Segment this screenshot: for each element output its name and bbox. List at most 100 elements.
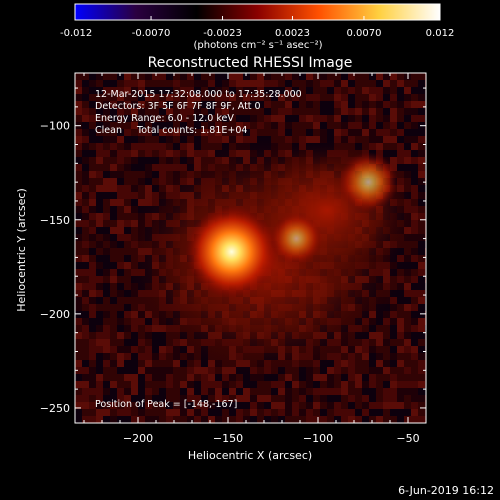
- image-pixel: [110, 318, 117, 325]
- image-pixel: [201, 122, 208, 129]
- image-pixel: [376, 136, 383, 143]
- image-pixel: [411, 311, 418, 318]
- image-pixel: [292, 395, 299, 402]
- image-pixel: [82, 395, 89, 402]
- image-pixel: [243, 409, 250, 416]
- image-pixel: [369, 87, 376, 94]
- image-pixel: [306, 416, 313, 423]
- image-pixel: [138, 150, 145, 157]
- image-pixel: [194, 80, 201, 87]
- image-pixel: [292, 129, 299, 136]
- image-pixel: [110, 346, 117, 353]
- image-pixel: [397, 94, 404, 101]
- image-pixel: [271, 87, 278, 94]
- image-pixel: [131, 353, 138, 360]
- image-pixel: [131, 115, 138, 122]
- image-pixel: [110, 353, 117, 360]
- image-pixel: [131, 171, 138, 178]
- image-pixel: [327, 374, 334, 381]
- image-pixel: [117, 157, 124, 164]
- image-pixel: [208, 122, 215, 129]
- image-pixel: [306, 395, 313, 402]
- image-pixel: [145, 185, 152, 192]
- image-pixel: [243, 122, 250, 129]
- image-pixel: [166, 87, 173, 94]
- image-pixel: [131, 304, 138, 311]
- image-pixel: [320, 115, 327, 122]
- image-pixel: [117, 367, 124, 374]
- image-pixel: [201, 402, 208, 409]
- image-pixel: [257, 122, 264, 129]
- image-pixel: [348, 409, 355, 416]
- image-pixel: [313, 73, 320, 80]
- image-pixel: [145, 150, 152, 157]
- image-pixel: [75, 388, 82, 395]
- image-pixel: [285, 388, 292, 395]
- image-pixel: [82, 332, 89, 339]
- image-pixel: [103, 290, 110, 297]
- image-pixel: [117, 178, 124, 185]
- image-pixel: [110, 395, 117, 402]
- image-pixel: [376, 367, 383, 374]
- image-pixel: [376, 87, 383, 94]
- image-pixel: [138, 108, 145, 115]
- image-pixel: [194, 360, 201, 367]
- image-pixel: [306, 381, 313, 388]
- image-pixel: [334, 122, 341, 129]
- image-pixel: [250, 409, 257, 416]
- image-pixel: [152, 122, 159, 129]
- image-pixel: [299, 381, 306, 388]
- image-pixel: [173, 360, 180, 367]
- image-pixel: [96, 255, 103, 262]
- image-pixel: [278, 409, 285, 416]
- image-pixel: [96, 157, 103, 164]
- image-pixel: [383, 353, 390, 360]
- image-pixel: [320, 129, 327, 136]
- image-pixel: [180, 73, 187, 80]
- image-pixel: [397, 388, 404, 395]
- image-pixel: [82, 346, 89, 353]
- image-pixel: [411, 381, 418, 388]
- emission-source: [185, 205, 278, 298]
- image-pixel: [390, 381, 397, 388]
- image-pixel: [110, 171, 117, 178]
- image-pixel: [285, 94, 292, 101]
- image-pixel: [166, 73, 173, 80]
- image-pixel: [229, 381, 236, 388]
- image-pixel: [306, 374, 313, 381]
- image-pixel: [334, 409, 341, 416]
- image-pixel: [278, 395, 285, 402]
- image-pixel: [306, 87, 313, 94]
- image-pixel: [96, 290, 103, 297]
- image-pixel: [348, 353, 355, 360]
- image-pixel: [124, 192, 131, 199]
- image-pixel: [96, 108, 103, 115]
- image-pixel: [138, 332, 145, 339]
- image-pixel: [257, 402, 264, 409]
- image-pixel: [411, 416, 418, 423]
- image-pixel: [82, 367, 89, 374]
- image-pixel: [110, 332, 117, 339]
- image-pixel: [180, 388, 187, 395]
- image-pixel: [173, 416, 180, 423]
- image-pixel: [383, 129, 390, 136]
- image-pixel: [103, 150, 110, 157]
- image-pixel: [187, 101, 194, 108]
- image-pixel: [159, 339, 166, 346]
- colorbar-tick-label: -0.0023: [203, 28, 242, 39]
- image-pixel: [96, 402, 103, 409]
- image-pixel: [334, 402, 341, 409]
- image-pixel: [257, 80, 264, 87]
- image-pixel: [194, 374, 201, 381]
- image-pixel: [82, 129, 89, 136]
- image-pixel: [215, 374, 222, 381]
- image-pixel: [110, 283, 117, 290]
- image-pixel: [411, 227, 418, 234]
- image-pixel: [166, 122, 173, 129]
- image-pixel: [397, 150, 404, 157]
- image-pixel: [173, 381, 180, 388]
- image-pixel: [411, 262, 418, 269]
- image-pixel: [404, 87, 411, 94]
- image-pixel: [411, 185, 418, 192]
- image-pixel: [334, 101, 341, 108]
